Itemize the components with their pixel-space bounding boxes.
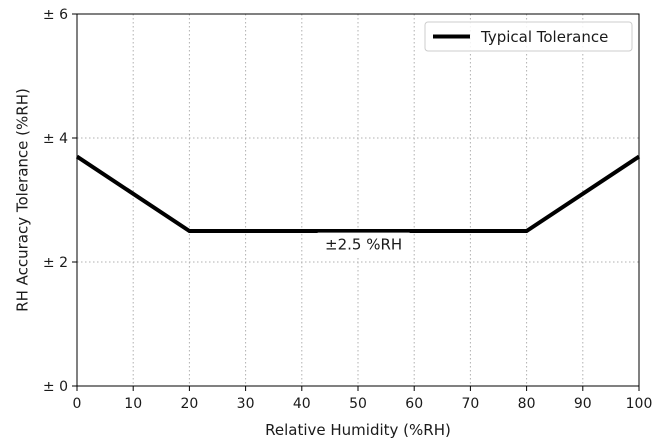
x-axis-ticks: 0 10 20 30 40 50 60 70 80 90 100 — [73, 386, 653, 412]
grid-lines — [76, 13, 640, 387]
annotations: ±2.5 %RH — [317, 232, 410, 257]
y-tick-label-6: ± 6 — [43, 7, 68, 23]
x-tick-label-10: 10 — [124, 396, 142, 412]
x-tick-label-20: 20 — [180, 396, 198, 412]
x-tick-label-40: 40 — [293, 396, 311, 412]
x-tick-label-80: 80 — [518, 396, 536, 412]
legend-box — [424, 21, 633, 52]
x-tick-label-70: 70 — [461, 396, 479, 412]
x-tick-label-100: 100 — [626, 396, 653, 412]
y-tick-label-0: ± 0 — [43, 379, 68, 395]
y-axis-ticks: ± 0 ± 2 ± 4 ± 6 — [43, 7, 77, 395]
series-lines — [75, 154, 641, 233]
legend: Typical Tolerance — [424, 21, 633, 52]
y-tick-label-4: ± 4 — [43, 131, 68, 147]
series-line-0 — [75, 154, 641, 233]
x-tick-label-30: 30 — [237, 396, 255, 412]
y-tick-label-2: ± 2 — [43, 255, 68, 271]
annotation-background — [317, 232, 410, 257]
x-axis-title: Relative Humidity (%RH) — [265, 421, 451, 439]
x-tick-label-0: 0 — [73, 396, 82, 412]
y-axis-title: RH Accuracy Tolerance (%RH) — [13, 88, 31, 312]
annotation-label: ±2.5 %RH — [325, 236, 402, 254]
legend-label-typical-tolerance: Typical Tolerance — [480, 28, 608, 46]
x-tick-label-90: 90 — [574, 396, 592, 412]
x-tick-label-50: 50 — [349, 396, 367, 412]
x-tick-label-60: 60 — [405, 396, 423, 412]
